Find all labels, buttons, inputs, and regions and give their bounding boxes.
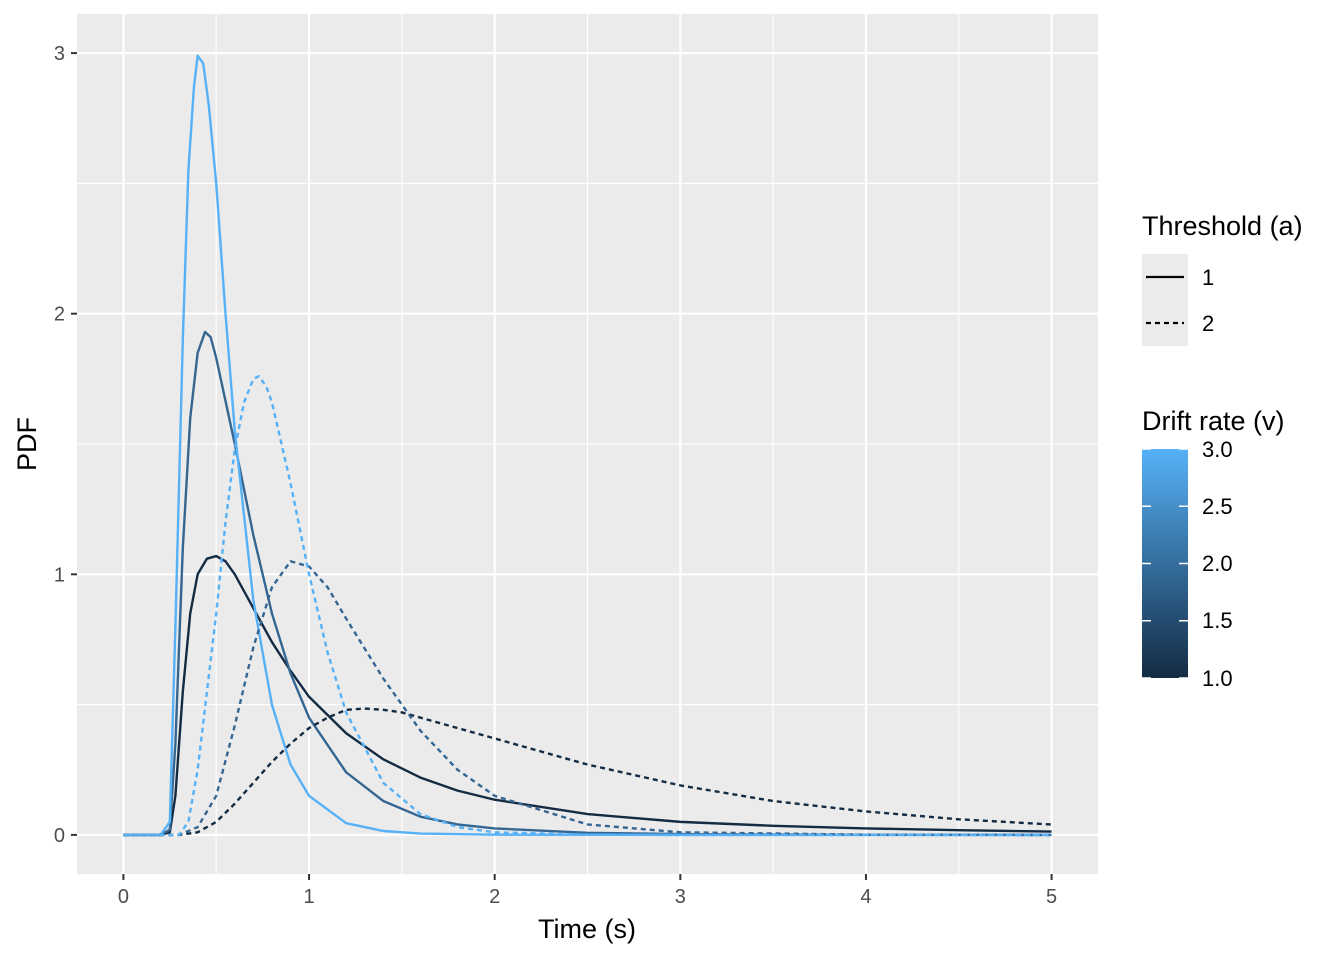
- linetype-legend-key-bg: [1142, 254, 1188, 346]
- y-tick-label: 3: [54, 43, 65, 65]
- y-axis-title: PDF: [12, 417, 42, 471]
- colorbar-label-2.5: 2.5: [1202, 494, 1233, 519]
- y-axis: 0 1 2 3: [54, 43, 77, 847]
- x-axis: 0 1 2 3 4 5: [118, 874, 1057, 908]
- x-axis-title: Time (s): [538, 914, 636, 944]
- x-tick-label: 1: [303, 886, 314, 908]
- x-tick-label: 0: [118, 886, 129, 908]
- y-tick-label: 0: [54, 825, 65, 847]
- y-tick-label: 2: [54, 304, 65, 326]
- x-tick-label: 4: [860, 886, 871, 908]
- colorbar-ticks: [1142, 448, 1188, 679]
- linetype-legend-label-2: 2: [1202, 311, 1214, 336]
- linetype-legend: Threshold (a) 1 2: [1142, 211, 1303, 346]
- series-line-a1-v3: [123, 54, 1052, 837]
- colorbar-label-2.0: 2.0: [1202, 551, 1233, 576]
- series-lines: [123, 54, 1052, 837]
- series-line-a1-v1: [123, 554, 1052, 837]
- color-legend-title: Drift rate (v): [1142, 406, 1285, 436]
- x-tick-label: 5: [1046, 886, 1057, 908]
- x-tick-label: 2: [489, 886, 500, 908]
- colorbar-label-1.5: 1.5: [1202, 608, 1233, 633]
- colorbar-label-3.0: 3.0: [1202, 437, 1233, 462]
- series-line-a2-v1: [123, 707, 1052, 837]
- series-line-a2-v2: [123, 560, 1052, 837]
- series-line-a1-v2: [123, 330, 1052, 837]
- x-tick-label: 3: [675, 886, 686, 908]
- grid-minor: [77, 14, 1098, 874]
- linetype-legend-title: Threshold (a): [1142, 211, 1303, 241]
- linetype-legend-label-1: 1: [1202, 265, 1214, 290]
- color-legend: Drift rate (v) 3.0 2.5 2.0 1.5 1.0: [1142, 406, 1285, 691]
- y-tick-label: 1: [54, 564, 65, 586]
- series-line-a2-v3: [123, 375, 1052, 837]
- colorbar-label-1.0: 1.0: [1202, 666, 1233, 691]
